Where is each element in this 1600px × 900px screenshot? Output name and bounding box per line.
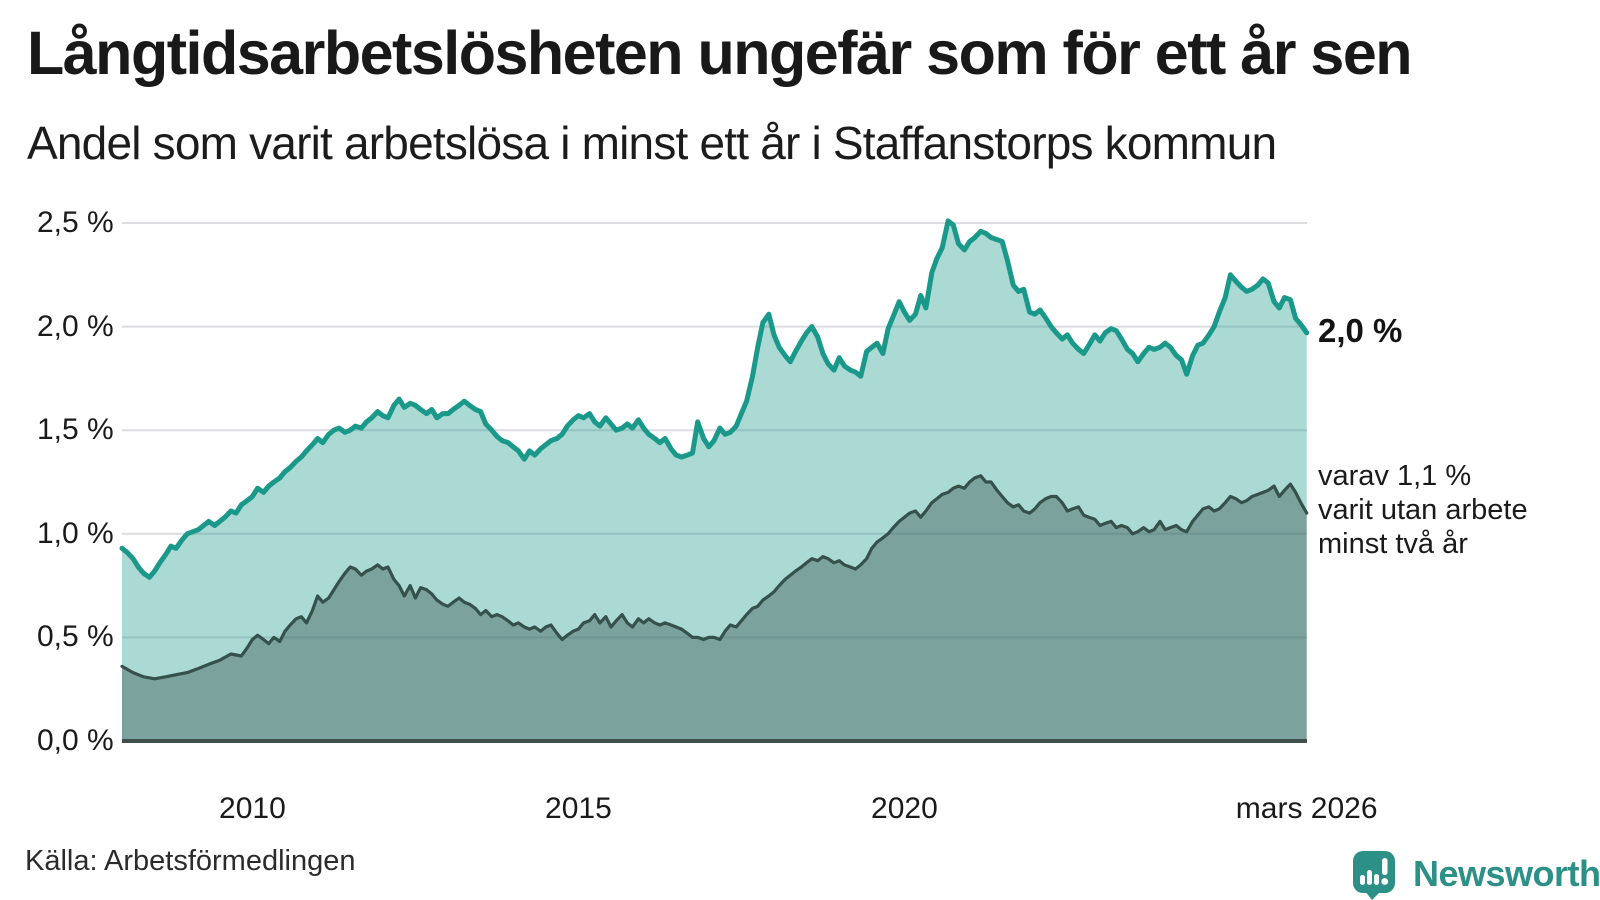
area-fills [122, 220, 1307, 741]
y-axis-tick-label: 2,0 % [37, 309, 114, 343]
series-area-one-year [122, 220, 1307, 741]
secondary-series-label-line1: varav 1,1 % [1318, 460, 1472, 492]
secondary-series-label-line2: varit utan arbete [1318, 494, 1528, 526]
series-line-one-year [119, 218, 1310, 580]
series-area-two-years [122, 475, 1307, 741]
y-axis-tick-label: 2,5 % [37, 206, 114, 239]
x-axis-tick-label: 2020 [871, 792, 938, 825]
y-axis-tick-label: 1,0 % [37, 516, 114, 550]
y-axis-tick-label: 0,5 % [37, 620, 114, 654]
secondary-series-label-line3: minst två år [1318, 528, 1468, 560]
newsworthy-speech-bubble-chart-icon [1353, 851, 1395, 900]
secondary-series-label: varav 1,1 % varit utan arbete minst två … [1318, 459, 1528, 561]
x-axis-tick-label: mars 2026 [1235, 792, 1378, 825]
page-subtitle: Andel som varit arbetslösa i minst ett å… [27, 117, 1277, 169]
source-credit: Källa: Arbetsförmedlingen [25, 845, 356, 877]
newsworthy-wordmark: Newsworthy [1413, 853, 1600, 894]
newsworthy-logo: Newsworthy [1352, 850, 1600, 900]
y-axis-tick-label: 0,0 % [37, 724, 114, 757]
page-title: Långtidsarbetslösheten ungefär som för e… [27, 19, 1413, 87]
x-axis-tick-label: 2010 [219, 792, 286, 825]
series-lines [119, 218, 1310, 681]
y-axis-tick-label: 1,5 % [37, 413, 114, 447]
series-line-two-years [120, 474, 1309, 681]
latest-value-label: 2,0 % [1318, 312, 1403, 349]
x-axis-tick-label: 2015 [545, 792, 612, 825]
